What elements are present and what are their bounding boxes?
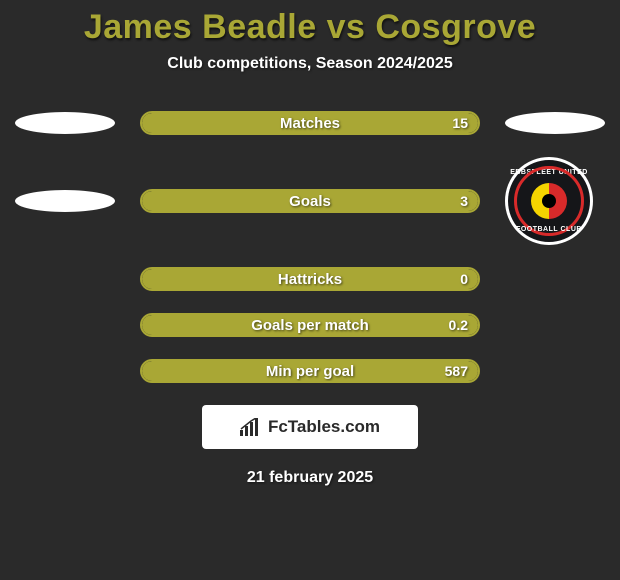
stat-row: Min per goal 587	[0, 359, 620, 383]
stat-value-right: 587	[445, 363, 468, 379]
badge-outer: EBBSFLEET UNITEDFOOTBALL CLUB	[505, 157, 593, 245]
stat-label: Min per goal	[266, 363, 354, 380]
stat-value-right: 15	[452, 115, 468, 131]
stat-bar: Matches 15	[140, 111, 480, 135]
club-badge: EBBSFLEET UNITEDFOOTBALL CLUB	[505, 157, 605, 245]
stat-row: Goals 3 EBBSFLEET UNITEDFOOTBALL CLUB	[0, 157, 620, 245]
player-placeholder	[505, 112, 605, 134]
stat-row: Hattricks 0	[0, 267, 620, 291]
stat-row: Goals per match 0.2	[0, 313, 620, 337]
bar-wrap: Min per goal 587	[120, 359, 500, 383]
badge-inner	[531, 183, 567, 219]
left-side	[10, 112, 120, 134]
stat-value-right: 0.2	[449, 317, 468, 333]
stat-value-right: 3	[460, 193, 468, 209]
bar-wrap: Goals per match 0.2	[120, 313, 500, 337]
logo-text: FcTables.com	[268, 417, 380, 437]
badge-text-bottom: FOOTBALL CLUB	[516, 226, 582, 233]
right-side: EBBSFLEET UNITEDFOOTBALL CLUB	[500, 157, 610, 245]
stat-bar: Min per goal 587	[140, 359, 480, 383]
stat-label: Hattricks	[278, 271, 342, 288]
left-side	[10, 190, 120, 212]
stat-label: Matches	[280, 115, 340, 132]
stat-row: Matches 15	[0, 111, 620, 135]
bar-wrap: Goals 3	[120, 189, 500, 213]
page-title: James Beadle vs Cosgrove	[0, 8, 620, 47]
stat-label: Goals per match	[251, 317, 369, 334]
player-placeholder	[15, 112, 115, 134]
stat-label: Goals	[289, 193, 331, 210]
bar-wrap: Matches 15	[120, 111, 500, 135]
bar-chart-icon	[240, 418, 262, 436]
subtitle: Club competitions, Season 2024/2025	[0, 55, 620, 73]
stat-rows: Matches 15 Goals 3 EBBSFLEET UNITEDFOOTBALL …	[0, 111, 620, 383]
stat-bar: Goals 3	[140, 189, 480, 213]
bar-wrap: Hattricks 0	[120, 267, 500, 291]
stat-value-right: 0	[460, 271, 468, 287]
comparison-card: James Beadle vs Cosgrove Club competitio…	[0, 0, 620, 580]
stat-bar: Hattricks 0	[140, 267, 480, 291]
player-placeholder	[15, 190, 115, 212]
right-side	[500, 112, 610, 134]
stat-bar: Goals per match 0.2	[140, 313, 480, 337]
site-logo[interactable]: FcTables.com	[202, 405, 418, 449]
date-label: 21 february 2025	[0, 469, 620, 487]
